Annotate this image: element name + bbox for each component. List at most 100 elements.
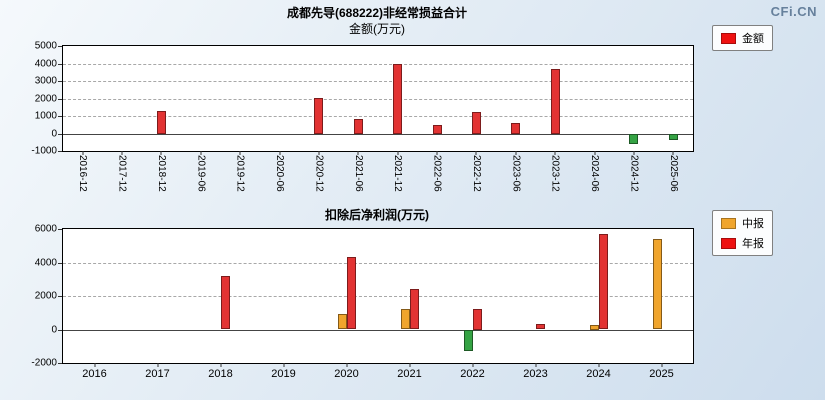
x-tick-mark bbox=[436, 151, 438, 155]
x-tick-mark bbox=[633, 151, 635, 155]
y-tick-mark bbox=[58, 46, 62, 47]
y-tick-mark bbox=[58, 296, 62, 297]
x-tick-mark bbox=[160, 151, 162, 155]
bar-中报-2020 bbox=[337, 313, 347, 330]
bar-金额-2023-06 bbox=[511, 123, 521, 134]
legend-label: 金额 bbox=[742, 33, 764, 45]
x-tick-mark bbox=[594, 151, 596, 155]
bottom-chart-title: 扣除后净利润(万元) bbox=[325, 208, 429, 222]
y-tick-mark bbox=[58, 98, 62, 100]
top-chart-legend: 金额 bbox=[712, 25, 773, 51]
x-axis-label: 2021 bbox=[397, 368, 422, 380]
top-chart-title: 成都先导(688222)非经常损益合计 bbox=[286, 6, 468, 20]
x-axis-label: 2022-06 bbox=[431, 155, 443, 192]
x-axis-label: 2019-06 bbox=[195, 155, 207, 192]
x-axis-label: 2020-12 bbox=[313, 155, 325, 192]
x-axis-label: 2017-12 bbox=[116, 155, 128, 192]
x-axis-label: 2021-06 bbox=[352, 155, 364, 192]
x-axis-label: 2025 bbox=[649, 368, 674, 380]
y-tick-mark bbox=[58, 363, 62, 364]
x-tick-mark bbox=[346, 363, 347, 367]
bar-年报-2020 bbox=[346, 257, 356, 330]
x-tick-mark bbox=[318, 151, 320, 155]
y-axis-label: 6000 bbox=[34, 223, 57, 235]
bar-金额-2022-12 bbox=[471, 111, 481, 134]
x-axis-label: 2022 bbox=[460, 368, 485, 380]
bar-年报-2018 bbox=[220, 275, 230, 330]
gridline bbox=[63, 262, 693, 264]
x-axis-label: 2020 bbox=[334, 368, 359, 380]
y-tick-mark bbox=[58, 229, 62, 230]
gridline bbox=[63, 81, 693, 82]
x-axis-label: 2023-12 bbox=[549, 155, 561, 192]
bar-金额-2024-12 bbox=[629, 133, 639, 144]
bar-年报-2023 bbox=[535, 323, 545, 330]
zero-line bbox=[63, 329, 693, 331]
y-axis-label: 4000 bbox=[34, 257, 57, 268]
y-tick-mark bbox=[58, 329, 62, 331]
bar-金额-2020-12 bbox=[314, 97, 324, 134]
gridline bbox=[63, 63, 693, 65]
y-axis-label: -2000 bbox=[31, 357, 57, 369]
y-axis-label: 1000 bbox=[34, 110, 57, 122]
legend-item: 中报 bbox=[721, 215, 764, 231]
bar-中报-2022 bbox=[463, 329, 473, 352]
y-axis-label: 0 bbox=[51, 128, 57, 139]
bar-金额-2021-06 bbox=[353, 118, 363, 134]
y-axis-label: 4000 bbox=[34, 58, 57, 69]
x-tick-mark bbox=[279, 151, 281, 155]
x-axis-label: 2024 bbox=[586, 368, 611, 380]
x-tick-mark bbox=[472, 363, 473, 367]
bar-年报-2022 bbox=[472, 308, 482, 330]
x-tick-mark bbox=[598, 363, 599, 367]
x-tick-mark bbox=[357, 151, 359, 155]
x-tick-mark bbox=[672, 151, 674, 155]
x-tick-mark bbox=[121, 151, 123, 155]
x-tick-mark bbox=[397, 151, 399, 155]
y-tick-mark bbox=[58, 116, 62, 117]
x-axis-label: 2023 bbox=[523, 368, 548, 380]
top-chart-subtitle: 金额(万元) bbox=[349, 21, 405, 36]
gridline bbox=[63, 296, 693, 297]
bar-金额-2018-12 bbox=[156, 110, 166, 134]
x-tick-mark bbox=[157, 363, 158, 367]
x-tick-mark bbox=[515, 151, 517, 155]
y-axis-label: 2000 bbox=[34, 290, 57, 302]
y-axis-label: 3000 bbox=[34, 75, 57, 87]
x-tick-mark bbox=[283, 363, 284, 367]
x-tick-mark bbox=[535, 363, 536, 367]
site-watermark: CFi.CN bbox=[770, 4, 817, 19]
bar-年报-2024 bbox=[598, 234, 608, 330]
x-tick-mark bbox=[94, 363, 95, 367]
legend-item: 年报 bbox=[721, 235, 764, 251]
x-tick-mark bbox=[409, 363, 410, 367]
y-axis-label: 0 bbox=[51, 324, 57, 335]
bar-金额-2025-06 bbox=[668, 133, 678, 140]
y-tick-mark bbox=[58, 133, 62, 135]
bar-中报-2024 bbox=[589, 325, 599, 330]
gridline bbox=[63, 98, 693, 100]
bar-年报-2021 bbox=[409, 289, 419, 330]
x-axis-label: 2022-12 bbox=[470, 155, 482, 192]
y-tick-mark bbox=[58, 151, 62, 152]
x-axis-label: 2018 bbox=[208, 368, 233, 380]
bottom-chart-legend: 中报 年报 bbox=[712, 210, 773, 256]
x-axis-label: 2020-06 bbox=[274, 155, 286, 192]
x-axis-label: 2019 bbox=[271, 368, 296, 380]
legend-swatch bbox=[721, 237, 736, 249]
x-axis-label: 2018-12 bbox=[155, 155, 167, 192]
bottom-chart-plot-area: -2000 0 2000 4000 6000 2016 2017 2018 2019 2020 20… bbox=[31, 224, 694, 380]
bar-中报-2021 bbox=[400, 309, 410, 330]
x-axis-label: 2016-12 bbox=[77, 155, 89, 192]
y-tick-mark bbox=[58, 81, 62, 82]
zero-line bbox=[63, 133, 693, 135]
y-axis-label: -1000 bbox=[31, 145, 57, 157]
gridline bbox=[63, 116, 693, 117]
legend-swatch bbox=[721, 32, 736, 44]
y-axis-label: 5000 bbox=[34, 40, 57, 52]
bar-金额-2023-12 bbox=[550, 68, 560, 134]
legend-swatch bbox=[721, 217, 736, 229]
y-tick-mark bbox=[58, 262, 62, 264]
x-axis-label: 2024-06 bbox=[589, 155, 601, 192]
